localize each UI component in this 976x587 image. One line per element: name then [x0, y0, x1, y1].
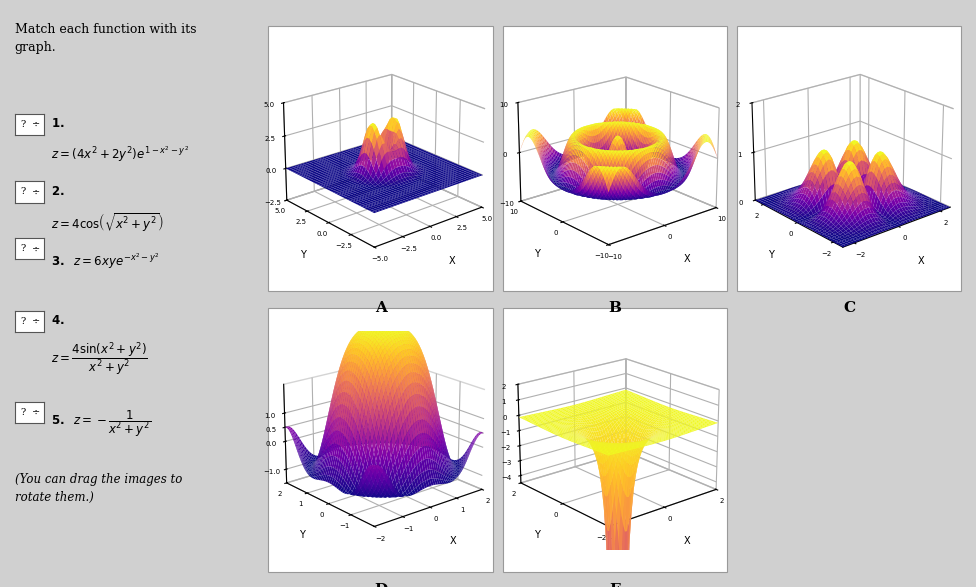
Text: ÷: ÷ — [31, 120, 40, 129]
Text: ÷: ÷ — [31, 316, 40, 326]
Y-axis label: Y: Y — [300, 531, 305, 541]
Text: (You can drag the images to
rotate them.): (You can drag the images to rotate them.… — [15, 473, 182, 504]
Text: $\mathbf{4.}$: $\mathbf{4.}$ — [51, 314, 64, 327]
Text: D: D — [374, 583, 387, 587]
Text: $\mathbf{5.}$  $z=-\dfrac{1}{x^2+y^2}$: $\mathbf{5.}$ $z=-\dfrac{1}{x^2+y^2}$ — [51, 408, 151, 439]
Text: $\mathbf{2.}$: $\mathbf{2.}$ — [51, 185, 64, 198]
X-axis label: X: X — [449, 536, 456, 546]
Text: ?: ? — [20, 187, 25, 197]
Text: $z=(4x^2+2y^2)e^{1-x^2-y^2}$: $z=(4x^2+2y^2)e^{1-x^2-y^2}$ — [51, 144, 188, 164]
Text: Match each function with its
graph.: Match each function with its graph. — [15, 23, 196, 55]
Text: E: E — [609, 583, 621, 587]
Y-axis label: Y: Y — [300, 249, 305, 259]
Text: ÷: ÷ — [31, 244, 40, 254]
Text: ÷: ÷ — [31, 187, 40, 197]
Text: ?: ? — [20, 244, 25, 254]
Text: $\mathbf{3.}$  $z=6xye^{-x^2-y^2}$: $\mathbf{3.}$ $z=6xye^{-x^2-y^2}$ — [51, 251, 159, 271]
Text: ?: ? — [20, 120, 25, 129]
Y-axis label: Y: Y — [768, 249, 774, 259]
Text: ?: ? — [20, 316, 25, 326]
Text: ?: ? — [20, 407, 25, 417]
Text: $z=\dfrac{4\sin(x^2+y^2)}{x^2+y^2}$: $z=\dfrac{4\sin(x^2+y^2)}{x^2+y^2}$ — [51, 340, 147, 378]
X-axis label: X: X — [449, 255, 456, 265]
Text: $z=4\cos\!\left(\sqrt{x^2+y^2}\right)$: $z=4\cos\!\left(\sqrt{x^2+y^2}\right)$ — [51, 211, 164, 234]
Text: C: C — [843, 301, 855, 315]
Text: $\mathbf{1.}$: $\mathbf{1.}$ — [51, 117, 64, 130]
Text: ÷: ÷ — [31, 407, 40, 417]
Text: B: B — [608, 301, 622, 315]
X-axis label: X: X — [683, 536, 690, 546]
Text: A: A — [375, 301, 386, 315]
X-axis label: X: X — [917, 255, 924, 265]
X-axis label: X: X — [683, 254, 690, 264]
Y-axis label: Y: Y — [534, 531, 540, 541]
Y-axis label: Y: Y — [534, 249, 540, 259]
